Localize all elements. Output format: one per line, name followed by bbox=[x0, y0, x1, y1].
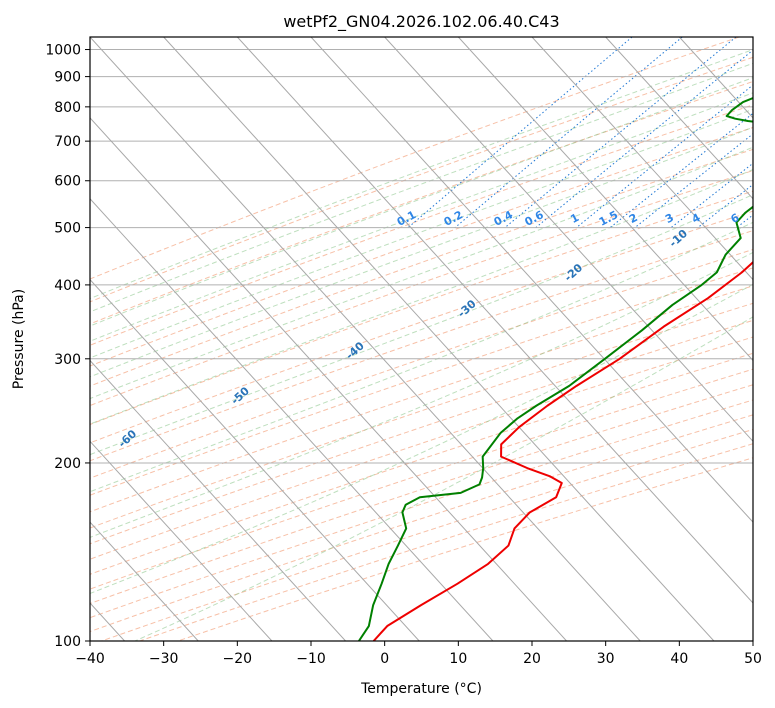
dry-adiabat bbox=[90, 336, 753, 560]
x-tick-label: 0 bbox=[380, 651, 389, 667]
isotherm-gridline bbox=[236, 37, 753, 604]
mixing-ratio-label: 1 bbox=[568, 211, 581, 226]
dry-adiabat bbox=[90, 302, 753, 529]
dry-adiabat bbox=[90, 248, 753, 479]
moist-adiabat bbox=[90, 221, 753, 493]
dry-adiabat bbox=[90, 267, 753, 496]
mixing-ratio-line bbox=[407, 37, 633, 228]
isotherm-gridlines bbox=[90, 37, 753, 641]
mixing-ratio-lines bbox=[407, 37, 775, 228]
moist-adiabat bbox=[90, 126, 753, 378]
isotherm-gridline bbox=[90, 440, 273, 641]
isotherm-gridline bbox=[531, 37, 753, 281]
y-tick-label: 1000 bbox=[45, 43, 81, 59]
isotherm-gridline bbox=[90, 37, 641, 641]
x-tick-label: −30 bbox=[149, 651, 179, 667]
profile-lines bbox=[358, 96, 753, 641]
isotherm-gridline bbox=[457, 37, 753, 362]
moist-adiabats bbox=[90, 49, 753, 641]
isotherm-gridline bbox=[90, 278, 420, 641]
moist-adiabat bbox=[90, 62, 753, 313]
moist-adiabat bbox=[90, 92, 753, 342]
isotherm-label: -10 bbox=[667, 227, 691, 250]
chart-title: wetPf2_GN04.2026.102.06.40.C43 bbox=[283, 12, 559, 32]
y-tick-label: 500 bbox=[54, 221, 81, 237]
dry-adiabat bbox=[90, 37, 740, 280]
isotherm-gridline bbox=[752, 37, 753, 38]
mixing-ratio-line bbox=[670, 162, 753, 228]
isotherm-gridline bbox=[90, 117, 567, 641]
isotherm-gridline bbox=[90, 521, 199, 641]
isopleth-labels: 0.10.20.40.611.52346810131620253036-100-… bbox=[2, 208, 770, 495]
mixing-ratio-label: 0.4 bbox=[492, 208, 516, 229]
mixing-ratio-label: 0.6 bbox=[523, 208, 547, 229]
dry-adiabat bbox=[90, 285, 753, 513]
moist-adiabat bbox=[90, 146, 753, 400]
x-tick-label: 30 bbox=[597, 651, 615, 667]
mixing-ratio-label: 4 bbox=[690, 211, 703, 226]
y-tick-label: 900 bbox=[54, 70, 81, 86]
isotherm-gridline bbox=[310, 37, 753, 523]
y-tick-label: 100 bbox=[54, 634, 81, 650]
dry-adiabat bbox=[90, 384, 753, 605]
moist-adiabat bbox=[90, 108, 753, 359]
dry-adiabat bbox=[90, 368, 753, 590]
temperature-profile-line bbox=[372, 260, 753, 641]
y-axis: 100 200 300 400 500 600 700 800 900 1000 bbox=[45, 43, 90, 650]
y-tick-label: 600 bbox=[54, 174, 81, 190]
mixing-ratio-line bbox=[609, 112, 753, 228]
x-tick-label: 40 bbox=[670, 651, 688, 667]
isotherm-label: -70 bbox=[2, 472, 26, 495]
y-axis-title: Pressure (hPa) bbox=[11, 289, 27, 389]
y-tick-label: 700 bbox=[54, 134, 81, 150]
isotherm-gridline bbox=[605, 37, 753, 200]
mixing-ratio-line bbox=[504, 37, 737, 228]
dry-adiabat bbox=[139, 443, 753, 641]
mixing-ratio-line bbox=[454, 37, 683, 228]
x-tick-label: 20 bbox=[523, 651, 541, 667]
dry-adiabat bbox=[90, 414, 753, 633]
x-tick-label: 10 bbox=[449, 651, 467, 667]
mixing-ratio-line bbox=[535, 49, 753, 228]
dry-adiabat bbox=[90, 126, 753, 367]
plot-frame bbox=[89, 36, 754, 642]
moist-adiabat bbox=[90, 283, 753, 595]
x-axis-title: Temperature (°C) bbox=[360, 681, 482, 697]
dewpoint-profile-line bbox=[358, 96, 753, 641]
dry-adiabat bbox=[90, 104, 753, 346]
x-axis: −40 −30 −20 −10 0 10 20 30 40 50 bbox=[75, 641, 762, 667]
x-tick-label: 50 bbox=[744, 651, 762, 667]
moist-adiabat bbox=[90, 194, 753, 456]
plot-area: 0.10.20.40.611.52346810131620253036-100-… bbox=[2, 37, 775, 641]
isobar-gridlines bbox=[90, 49, 753, 641]
y-tick-label: 300 bbox=[54, 352, 81, 368]
dry-adiabat bbox=[90, 170, 753, 407]
isotherm-gridline bbox=[90, 359, 346, 641]
isotherm-gridline bbox=[384, 37, 753, 443]
isotherm-label: -50 bbox=[229, 384, 253, 407]
mixing-ratio-label: 3 bbox=[663, 211, 676, 226]
x-tick-label: −40 bbox=[75, 651, 105, 667]
moist-adiabat bbox=[134, 316, 753, 641]
moist-adiabat bbox=[90, 169, 753, 425]
isotherm-gridline bbox=[163, 37, 715, 641]
dry-adiabat bbox=[90, 56, 753, 303]
moist-adiabat bbox=[90, 77, 753, 327]
mixing-ratio-label: 8 bbox=[757, 211, 770, 226]
mixing-ratio-label: 0.1 bbox=[395, 208, 418, 229]
isotherm-label: -60 bbox=[116, 427, 140, 450]
x-tick-label: −20 bbox=[223, 651, 253, 667]
moist-adiabat bbox=[90, 49, 753, 300]
mixing-ratio-line bbox=[576, 84, 753, 228]
x-tick-label: −10 bbox=[296, 651, 326, 667]
mixing-ratio-line bbox=[765, 37, 775, 228]
dry-adiabat bbox=[90, 319, 753, 545]
y-tick-label: 200 bbox=[54, 456, 81, 472]
isotherm-label: -20 bbox=[562, 261, 586, 284]
y-tick-label: 800 bbox=[54, 100, 81, 116]
y-tick-label: 400 bbox=[54, 278, 81, 294]
isotherm-label: -30 bbox=[455, 297, 479, 320]
